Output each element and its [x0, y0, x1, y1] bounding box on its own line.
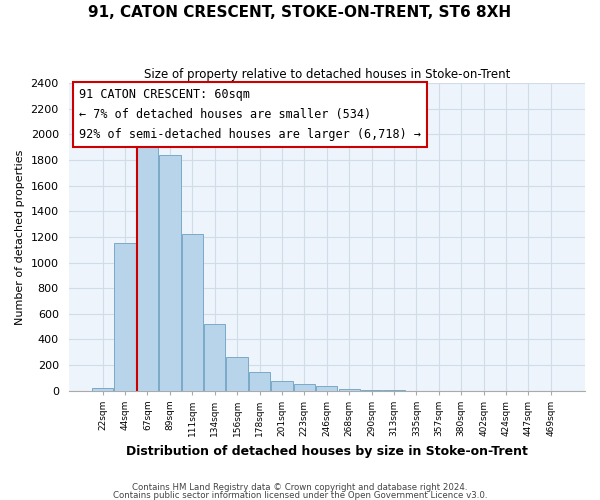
Bar: [115, 242, 136, 391]
X-axis label: Distribution of detached houses by size in Stoke-on-Trent: Distribution of detached houses by size …: [126, 444, 528, 458]
Bar: [361, 390, 382, 391]
Bar: [294, 384, 315, 391]
Y-axis label: Number of detached properties: Number of detached properties: [15, 149, 25, 324]
Bar: [159, 155, 181, 391]
Bar: [338, 390, 360, 391]
Title: Size of property relative to detached houses in Stoke-on-Trent: Size of property relative to detached ho…: [143, 68, 510, 80]
Bar: [204, 324, 226, 391]
Bar: [182, 234, 203, 391]
Text: 91 CATON CRESCENT: 60sqm
← 7% of detached houses are smaller (534)
92% of semi-d: 91 CATON CRESCENT: 60sqm ← 7% of detache…: [79, 88, 421, 141]
Bar: [137, 141, 158, 391]
Bar: [226, 357, 248, 391]
Text: Contains public sector information licensed under the Open Government Licence v3: Contains public sector information licen…: [113, 490, 487, 500]
Bar: [92, 388, 113, 391]
Bar: [249, 372, 270, 391]
Text: Contains HM Land Registry data © Crown copyright and database right 2024.: Contains HM Land Registry data © Crown c…: [132, 484, 468, 492]
Text: 91, CATON CRESCENT, STOKE-ON-TRENT, ST6 8XH: 91, CATON CRESCENT, STOKE-ON-TRENT, ST6 …: [88, 5, 512, 20]
Bar: [316, 386, 337, 391]
Bar: [271, 380, 293, 391]
